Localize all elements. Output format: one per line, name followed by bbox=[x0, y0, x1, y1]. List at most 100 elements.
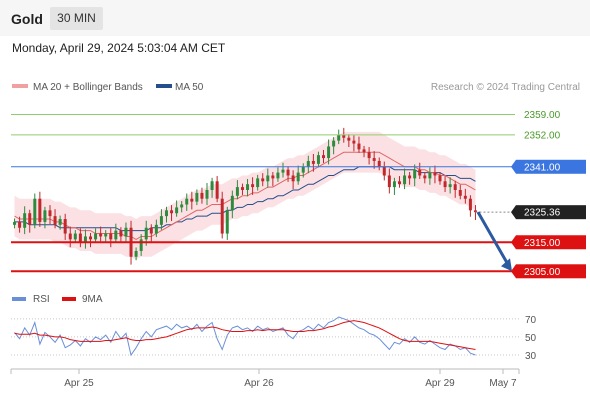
candles bbox=[13, 127, 477, 265]
candle-body bbox=[357, 143, 361, 150]
forecast-arrow-head bbox=[501, 258, 512, 272]
candle-body bbox=[377, 160, 381, 167]
candle-body bbox=[78, 233, 82, 243]
timeframe-button[interactable]: 30 MIN bbox=[50, 7, 103, 30]
oscillator-legend: RSI 9MA bbox=[12, 294, 103, 305]
moving-averages bbox=[14, 151, 476, 240]
candle-body bbox=[327, 146, 331, 159]
candle-body bbox=[256, 178, 260, 188]
level-label: 2315.00 bbox=[524, 238, 561, 249]
candle-body bbox=[175, 207, 179, 214]
rsi-legend-label: RSI bbox=[33, 294, 50, 305]
candle-body bbox=[68, 233, 72, 240]
candle-body bbox=[28, 213, 32, 225]
level-label: 2359.00 bbox=[524, 110, 561, 121]
candle-body bbox=[448, 184, 452, 188]
candle-body bbox=[286, 169, 290, 176]
candle-body bbox=[109, 233, 113, 240]
ma20-legend-label: MA 20 + Bollinger Bands bbox=[33, 82, 143, 93]
candle-body bbox=[438, 175, 442, 182]
x-tick-label: Apr 25 bbox=[64, 378, 94, 389]
rsi-legend-swatch bbox=[12, 297, 26, 301]
candle-body bbox=[53, 216, 57, 225]
forecast-arrow bbox=[476, 211, 512, 272]
candle-body bbox=[190, 198, 194, 202]
candle-body bbox=[291, 175, 295, 182]
candle-body bbox=[185, 198, 189, 205]
candle-body bbox=[94, 233, 98, 240]
candle-body bbox=[296, 172, 300, 182]
candle-body bbox=[372, 158, 376, 161]
rsi-panel: 70 50 30 bbox=[11, 315, 537, 362]
x-tick-label: Apr 29 bbox=[425, 378, 455, 389]
level-tag-pivot bbox=[516, 159, 586, 174]
candle-body bbox=[453, 184, 457, 190]
candle-body bbox=[13, 221, 17, 225]
candle-body bbox=[149, 227, 153, 234]
candle-body bbox=[458, 190, 462, 196]
level-label: 2341.00 bbox=[524, 162, 561, 173]
candle-body bbox=[63, 219, 67, 234]
rsi-line bbox=[14, 316, 476, 357]
candle-body bbox=[48, 210, 52, 217]
candle-body bbox=[413, 169, 417, 179]
candle-body bbox=[352, 140, 356, 144]
candle-body bbox=[362, 149, 366, 153]
candle-body bbox=[104, 233, 108, 237]
candle-body bbox=[271, 175, 275, 179]
ma50-legend-label: MA 50 bbox=[175, 82, 204, 93]
ma50-legend-swatch bbox=[156, 84, 172, 88]
rsi-ma-line bbox=[14, 320, 476, 350]
candle-body bbox=[367, 152, 371, 159]
level-tag-pointer bbox=[511, 264, 516, 279]
ma20-legend-swatch bbox=[12, 84, 28, 88]
candle-body bbox=[200, 192, 204, 199]
candle-body bbox=[473, 210, 477, 213]
candle-body bbox=[266, 175, 270, 182]
candle-body bbox=[311, 160, 315, 164]
candle-body bbox=[240, 187, 244, 190]
candle-body bbox=[225, 210, 229, 234]
candle-body bbox=[144, 227, 148, 240]
level-tag-support bbox=[516, 235, 586, 250]
level-tag-support bbox=[516, 264, 586, 279]
candle-body bbox=[403, 175, 407, 185]
level-tag-pointer bbox=[511, 205, 516, 220]
candle-body bbox=[99, 233, 103, 237]
candle-body bbox=[23, 213, 27, 228]
candle-body bbox=[114, 230, 118, 240]
candle-body bbox=[83, 236, 87, 243]
candle-body bbox=[215, 181, 219, 199]
candle-body bbox=[332, 140, 336, 147]
level-tag-pointer bbox=[511, 235, 516, 250]
timestamp: Monday, April 29, 2024 5:03:04 AM CET bbox=[12, 41, 226, 55]
credit-text: Research © 2024 Trading Central bbox=[431, 82, 580, 93]
x-axis: Apr 25 Apr 26 Apr 29 May 7 bbox=[10, 369, 520, 389]
level-label: 2325.36 bbox=[524, 208, 561, 219]
candle-body bbox=[347, 137, 351, 141]
level-label: 2352.00 bbox=[524, 130, 561, 141]
candle-body bbox=[73, 233, 77, 240]
candle-body bbox=[387, 175, 391, 188]
candle-body bbox=[210, 181, 214, 190]
candle-body bbox=[261, 178, 265, 182]
candle-body bbox=[220, 198, 224, 234]
rsi-ma-legend-swatch bbox=[62, 297, 76, 301]
candle-body bbox=[382, 166, 386, 176]
candle-body bbox=[134, 250, 138, 257]
candle-body bbox=[195, 192, 199, 202]
candle-body bbox=[316, 155, 320, 164]
ma50-line bbox=[14, 166, 476, 232]
rsi-level-label: 70 bbox=[525, 315, 537, 326]
instrument-title: Gold bbox=[11, 11, 43, 27]
candle-body bbox=[322, 155, 326, 159]
candle-body bbox=[124, 227, 128, 237]
candle-body bbox=[408, 175, 412, 179]
candle-body bbox=[58, 219, 62, 225]
level-tag-last bbox=[516, 205, 586, 220]
chart-legend: MA 20 + Bollinger Bands MA 50 Research ©… bbox=[12, 82, 580, 93]
candle-body bbox=[38, 198, 42, 222]
candle-body bbox=[18, 221, 22, 228]
rsi-ma-legend-label: 9MA bbox=[82, 294, 103, 305]
x-tick-label: May 7 bbox=[489, 378, 517, 389]
